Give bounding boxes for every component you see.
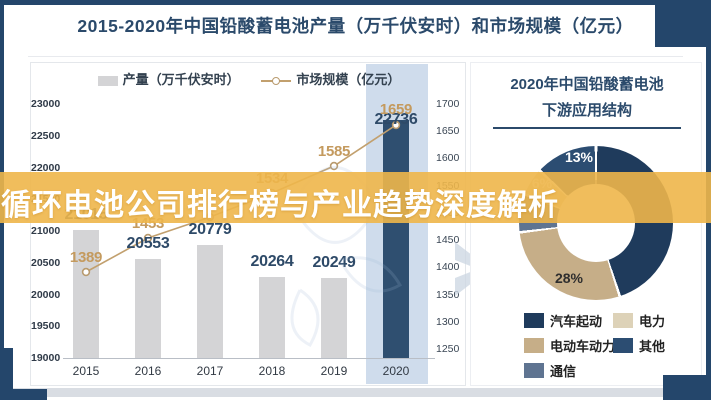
dianli-swatch-icon [613, 313, 633, 328]
legend-line-item: 市场规模（亿元） [261, 69, 400, 88]
bar-2020 [383, 120, 409, 358]
line-value-label: 1659 [379, 101, 413, 118]
right-axis-tick: 1600 [436, 152, 460, 164]
line-value-label: 1585 [317, 143, 351, 160]
x-label-2015: 2015 [72, 364, 100, 378]
left-axis-tick: 22500 [31, 130, 61, 142]
tongxin-swatch-icon [524, 363, 544, 378]
left-axis-tick: 19000 [31, 352, 61, 364]
bar-value-label: 22736 [374, 111, 418, 128]
frame-corner-bottom-left [0, 348, 13, 400]
frame-corner-bottom-left-foot [0, 389, 47, 400]
bar-value-label: 20779 [188, 221, 232, 238]
legend-line-label: 市场规模（亿元） [296, 72, 401, 87]
left-axis-tick: 23000 [31, 98, 61, 110]
x-label-2016: 2016 [134, 364, 162, 378]
header-divider [28, 56, 683, 57]
qita-swatch-icon [613, 338, 633, 353]
bar-2015 [73, 230, 99, 358]
donut-title-line2: 下游应用结构 [541, 102, 632, 119]
production-chart-card: 产量（万千伏安时） 市场规模（亿元） 23000 22500 22000 215… [30, 62, 466, 386]
right-axis-tick: 1650 [436, 125, 460, 137]
right-axis-tick: 1300 [436, 316, 460, 328]
left-axis-tick: 20000 [31, 289, 61, 301]
banner-text: 循环电池公司排行榜与产业趋势深度解析 [1, 189, 559, 222]
x-axis-line [63, 358, 435, 359]
legend-item-diandongche: 电动车动力 [524, 336, 615, 355]
right-axis-tick: 1450 [436, 234, 460, 246]
legend-item-tongxin: 通信 [524, 361, 576, 380]
x-label-2019: 2019 [320, 364, 348, 378]
bar-2016 [135, 259, 161, 358]
legend-bar-label: 产量（万千伏安时） [122, 72, 240, 87]
line-marker-icon [261, 76, 292, 86]
left-axis-tick: 22000 [31, 162, 61, 174]
left-axis-tick: 21000 [31, 225, 61, 237]
bar-value-label: 20249 [312, 254, 356, 271]
slice-label-qita: 13% [564, 149, 594, 165]
chart-legend: 产量（万千伏安时） 市场规模（亿元） [31, 69, 465, 88]
left-axis-tick: 20500 [31, 257, 61, 269]
bar-2019 [321, 278, 347, 358]
diandongche-swatch-icon [524, 338, 544, 353]
left-axis-tick: 19500 [31, 320, 61, 332]
donut-title-underline [493, 127, 681, 129]
bar-swatch-icon [97, 75, 118, 86]
donut-card: 2020年中国铅酸蓄电池 下游应用结构 13% 6% 28% 汽车起动 电力 电… [470, 62, 702, 386]
legend-item-dianli: 电力 [613, 311, 665, 330]
slice-label-diandongche: 28% [554, 270, 584, 286]
x-label-2018: 2018 [258, 364, 286, 378]
bar-2018 [259, 277, 285, 358]
frame-corner-bottom-right [663, 375, 711, 400]
bar-2017 [197, 245, 223, 358]
page-title: 2015-2020年中国铅酸蓄电池产量（万千伏安时）和市场规模（亿元） [77, 16, 634, 36]
frame-bottom-strip [4, 388, 707, 397]
bar-value-label: 20553 [126, 235, 170, 252]
overlay-banner: 循环电池公司排行榜与产业趋势深度解析 [0, 172, 711, 223]
right-axis-tick: 1250 [436, 343, 460, 355]
donut-title-line1: 2020年中国铅酸蓄电池 [510, 76, 664, 93]
legend-item-qita: 其他 [613, 336, 665, 355]
legend-item-qiche: 汽车起动 [524, 311, 602, 330]
legend-bar-item: 产量（万千伏安时） [97, 69, 240, 88]
frame-corner-top-right [655, 0, 711, 47]
qiche-swatch-icon [524, 313, 544, 328]
right-axis-tick: 1700 [436, 98, 460, 110]
line-value-label: 1389 [69, 249, 103, 266]
bar-value-label: 20264 [250, 253, 294, 270]
frame-top-border [0, 0, 711, 5]
x-label-2020: 2020 [382, 364, 410, 378]
x-label-2017: 2017 [196, 364, 224, 378]
right-axis-tick: 1350 [436, 289, 460, 301]
right-axis-tick: 1400 [436, 261, 460, 273]
